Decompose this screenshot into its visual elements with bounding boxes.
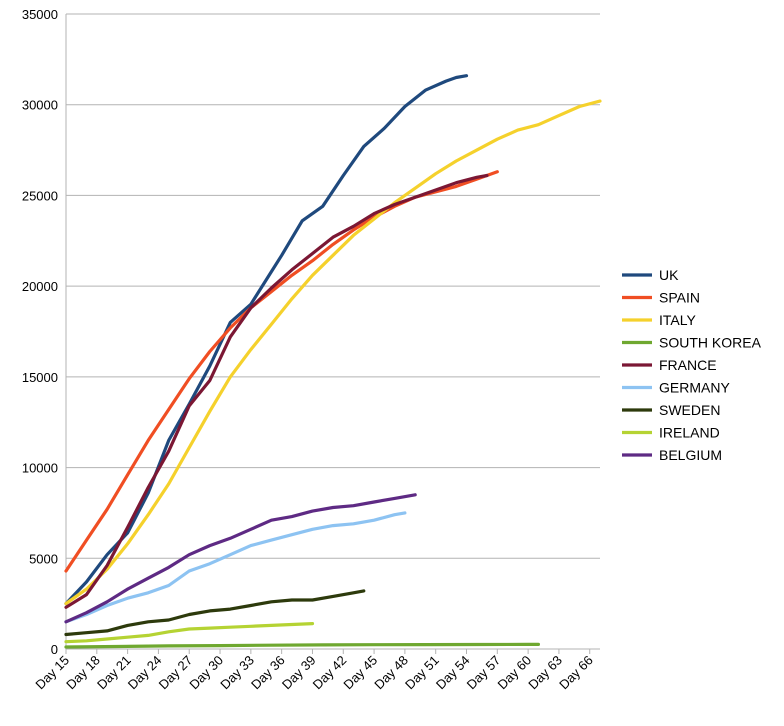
- legend-label: BELGIUM: [659, 447, 722, 463]
- legend-label: FRANCE: [659, 357, 717, 373]
- legend-label: SWEDEN: [659, 402, 720, 418]
- series-line-sweden: [64, 589, 366, 637]
- axes: [65, 14, 600, 654]
- legend: UK SPAIN ITALY SOUTH KOREA FRANCE GERMANY SWED…: [622, 267, 762, 463]
- series-line-france: [64, 173, 489, 609]
- y-tick-label: 30000: [22, 98, 58, 113]
- legend-label: ITALY: [659, 312, 696, 328]
- legend-label: SPAIN: [659, 290, 700, 306]
- y-tick-label: 5000: [29, 551, 58, 566]
- y-tick-label: 15000: [22, 370, 58, 385]
- y-tick-label: 35000: [22, 7, 58, 22]
- y-axis-tick-labels: 0 5000 10000 15000 20000 25000 30000 35000: [22, 7, 58, 657]
- y-tick-label: 25000: [22, 188, 58, 203]
- series-line-south-korea: [64, 642, 541, 649]
- series-lines: [64, 74, 602, 649]
- y-tick-label: 10000: [22, 461, 58, 476]
- legend-label: SOUTH KOREA: [659, 335, 762, 351]
- series-line-belgium: [64, 493, 417, 624]
- series-line-italy: [64, 99, 602, 606]
- y-tick-label: 0: [51, 642, 58, 657]
- legend-label: IRELAND: [659, 425, 720, 441]
- legend-label: GERMANY: [659, 380, 730, 396]
- legend-label: UK: [659, 267, 679, 283]
- series-line-uk: [64, 74, 469, 606]
- series-line-ireland: [64, 621, 315, 644]
- series-line-germany: [64, 511, 407, 624]
- y-tick-label: 20000: [22, 279, 58, 294]
